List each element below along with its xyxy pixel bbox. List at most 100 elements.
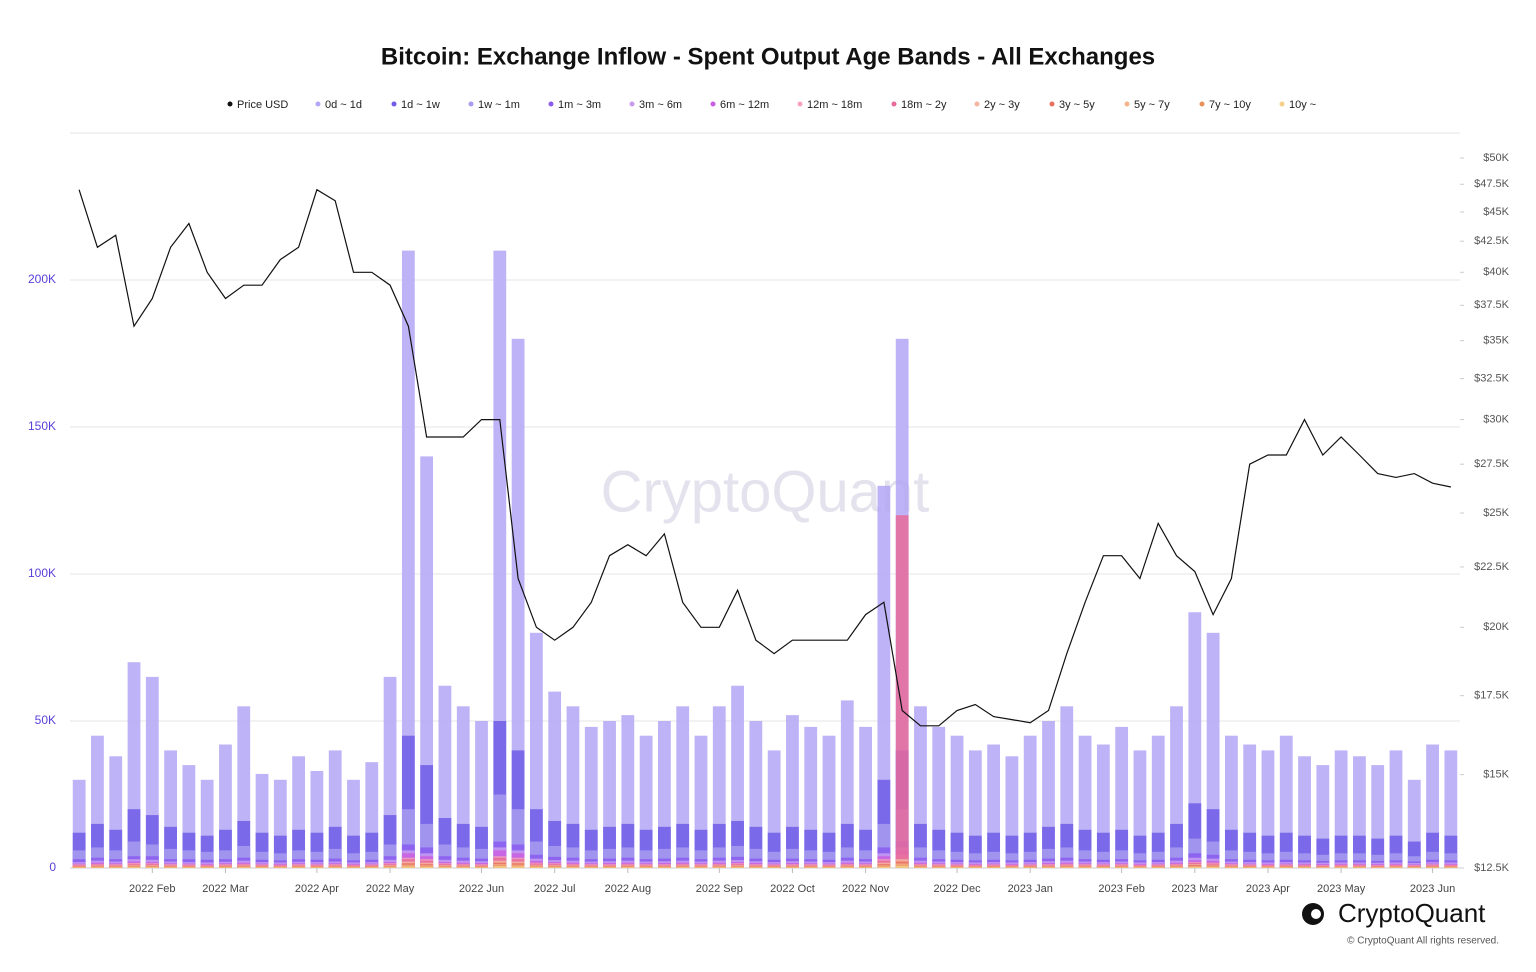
y2-tick-label: $32.5K <box>1474 373 1510 385</box>
legend-swatch <box>469 102 474 107</box>
y2-tick-label: $22.5K <box>1474 561 1510 573</box>
bar <box>1225 867 1238 868</box>
bar <box>365 867 378 868</box>
bar <box>951 867 964 868</box>
bar <box>402 866 415 868</box>
bar <box>548 867 561 868</box>
legend-label: 2y ~ 3y <box>984 99 1020 111</box>
bar <box>1335 867 1348 868</box>
bar <box>109 867 122 868</box>
copyright: © CryptoQuant All rights reserved. <box>1347 936 1499 947</box>
x-tick-label: 2022 Jun <box>459 883 504 895</box>
y-tick-label: 50K <box>35 713 56 727</box>
y2-tick-label: $45K <box>1483 206 1509 218</box>
legend-swatch <box>1200 102 1205 107</box>
y-tick-label: 100K <box>28 566 56 580</box>
bar <box>969 867 982 868</box>
bar <box>749 867 762 868</box>
y2-tick-label: $12.5K <box>1474 862 1510 874</box>
bar <box>1188 867 1201 868</box>
x-tick-label: 2022 Aug <box>605 883 652 895</box>
bar <box>603 867 616 868</box>
bar <box>914 867 927 868</box>
legend-label: 1d ~ 1w <box>401 99 440 111</box>
x-tick-label: 2022 Nov <box>842 883 890 895</box>
x-tick-label: 2023 Apr <box>1246 883 1290 895</box>
legend-label: 7y ~ 10y <box>1209 99 1251 111</box>
bar <box>823 867 836 868</box>
bar <box>91 867 104 868</box>
legend-label: 10y ~ <box>1289 99 1316 111</box>
bar <box>292 867 305 868</box>
brand-name: CryptoQuant <box>1338 898 1486 928</box>
y2-tick-label: $35K <box>1483 335 1509 347</box>
y2-tick-label: $20K <box>1483 621 1509 633</box>
legend-swatch <box>975 102 980 107</box>
legend-swatch <box>1280 102 1285 107</box>
bar <box>859 867 872 868</box>
logo-hole <box>1311 909 1321 919</box>
y2-tick-label: $17.5K <box>1474 690 1510 702</box>
bar <box>1115 867 1128 868</box>
y-tick-label: 0 <box>49 860 56 874</box>
y2-tick-label: $47.5K <box>1474 178 1510 190</box>
x-tick-label: 2023 Mar <box>1172 883 1219 895</box>
bar <box>1207 867 1220 868</box>
bar <box>274 867 287 868</box>
legend-swatch <box>892 102 897 107</box>
bar <box>420 867 433 868</box>
bar <box>841 867 854 868</box>
legend-label: 6m ~ 12m <box>720 99 769 111</box>
x-tick-label: 2022 Feb <box>129 883 175 895</box>
legend-label: 18m ~ 2y <box>901 99 947 111</box>
bar <box>1042 867 1055 868</box>
bar <box>877 867 890 868</box>
legend-swatch <box>549 102 554 107</box>
bar <box>457 867 470 868</box>
legend-swatch <box>1050 102 1055 107</box>
bar <box>1298 867 1311 868</box>
bar <box>1134 867 1147 868</box>
bar <box>804 867 817 868</box>
bar <box>896 866 909 868</box>
y2-tick-label: $50K <box>1483 152 1509 164</box>
bar <box>347 867 360 868</box>
legend-swatch <box>711 102 716 107</box>
bar <box>128 867 141 868</box>
x-tick-label: 2022 Mar <box>202 883 249 895</box>
x-tick-label: 2023 Feb <box>1098 883 1144 895</box>
bar <box>621 867 634 868</box>
y-tick-label: 150K <box>28 419 56 433</box>
x-tick-label: 2023 Jun <box>1410 883 1455 895</box>
legend-label: 5y ~ 7y <box>1134 99 1170 111</box>
legend-swatch <box>228 102 233 107</box>
legend-swatch <box>1125 102 1130 107</box>
bar <box>1280 867 1293 868</box>
bar <box>439 867 452 868</box>
legend-label: 0d ~ 1d <box>325 99 362 111</box>
bar <box>640 867 653 868</box>
bar <box>219 867 232 868</box>
legend-label: 3y ~ 5y <box>1059 99 1095 111</box>
x-tick-label: 2023 May <box>1317 883 1366 895</box>
bar <box>1243 867 1256 868</box>
bar <box>182 867 195 868</box>
bar <box>1024 867 1037 868</box>
series-layer <box>73 190 1458 868</box>
y2-tick-label: $25K <box>1483 507 1509 519</box>
bar <box>1060 867 1073 868</box>
bar <box>585 867 598 868</box>
bar <box>493 866 506 868</box>
bar <box>329 867 342 868</box>
bar <box>987 867 1000 868</box>
legend-swatch <box>630 102 635 107</box>
bar <box>1152 867 1165 868</box>
bar <box>695 867 708 868</box>
bar <box>1170 867 1183 868</box>
legend-label: 12m ~ 18m <box>807 99 862 111</box>
bar <box>384 867 397 868</box>
bar <box>256 867 269 868</box>
bar <box>1097 867 1110 868</box>
